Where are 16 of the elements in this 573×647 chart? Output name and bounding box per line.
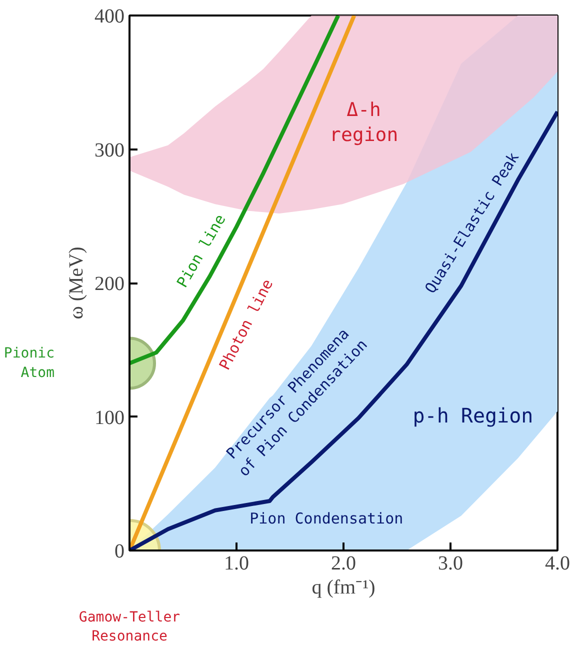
x-tick-label: 1.0 [224,552,249,574]
annotation: Δ-h region [330,98,398,146]
y-tick-label: 300 [94,139,124,162]
y-axis-title: ω (MeV) [66,246,88,320]
x-tick-label: 4.0 [545,552,570,574]
annotation: p-h Region [412,403,534,428]
y-tick-label: 100 [94,406,124,429]
text: Gamow-Teller Resonance [78,610,180,645]
x-axis-title: q (fm⁻¹) [312,576,376,598]
y-tick-label: 200 [94,273,124,295]
text: Pionic Atom [4,346,55,381]
x-tick-label: 2.0 [331,552,356,574]
y-tick-label: 0 [114,540,124,562]
x-tick-label: 3.0 [438,552,463,574]
annotation: Pion Condensation [250,509,404,528]
y-tick-label: 400 [94,6,124,28]
